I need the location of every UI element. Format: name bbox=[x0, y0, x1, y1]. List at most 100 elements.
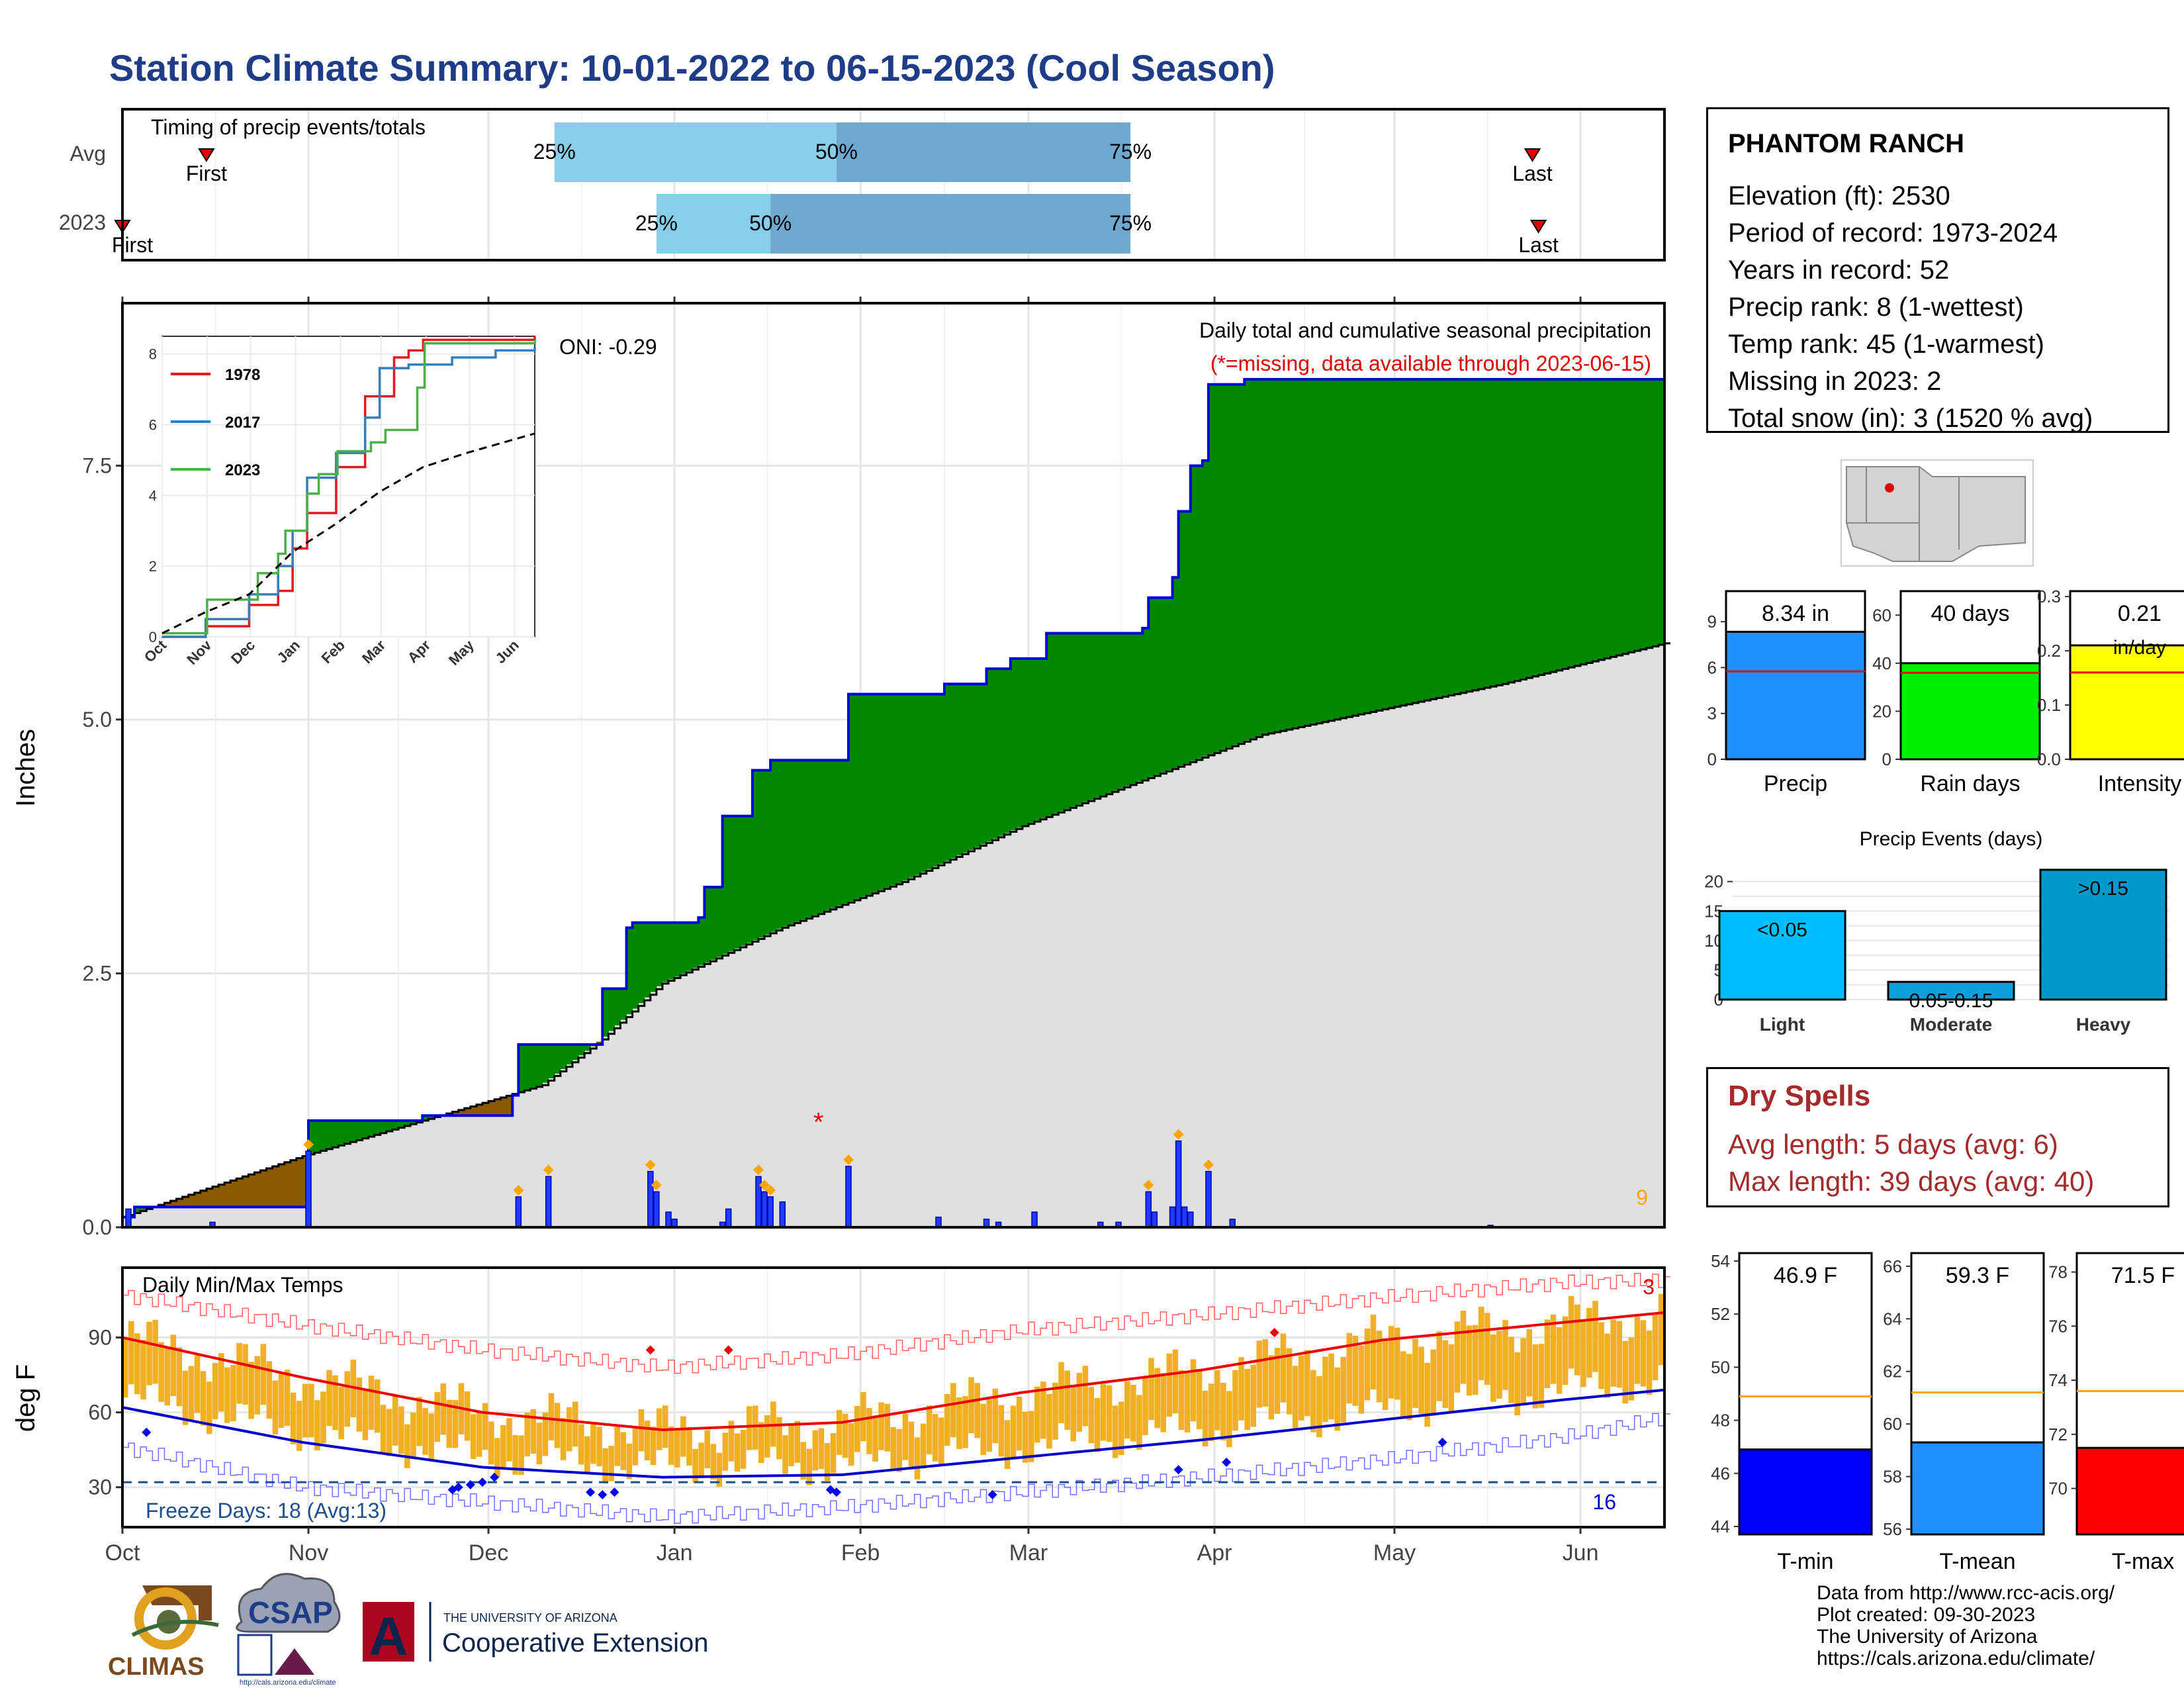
above-average-area bbox=[848, 694, 855, 902]
timing-pct-label: 75% bbox=[1109, 140, 1152, 164]
above-average-area bbox=[1346, 379, 1353, 717]
above-average-area bbox=[1070, 633, 1077, 807]
above-average-area bbox=[980, 684, 987, 845]
above-average-area bbox=[1418, 379, 1425, 702]
summary-bar-value-label: 0.21 bbox=[2118, 601, 2161, 626]
daily-temp-range-bar bbox=[308, 1383, 314, 1438]
above-average-area bbox=[1574, 379, 1581, 665]
above-average-area bbox=[1484, 379, 1491, 688]
summary-bar-tick-label: 60 bbox=[1872, 605, 1891, 625]
inset-ytick-label: 2 bbox=[149, 558, 157, 575]
record-low-marker bbox=[987, 1490, 997, 1499]
above-average-area bbox=[1520, 379, 1527, 679]
events-category-label: Light bbox=[1760, 1014, 1805, 1035]
above-average-area bbox=[380, 1120, 387, 1133]
above-average-area bbox=[326, 1120, 333, 1149]
daily-temp-range-bar bbox=[1016, 1396, 1023, 1451]
above-average-area bbox=[1622, 379, 1629, 653]
daily-temp-range-bar bbox=[1052, 1382, 1058, 1440]
above-average-area bbox=[518, 1044, 525, 1092]
inset-ytick-label: 4 bbox=[149, 487, 157, 504]
above-average-area bbox=[578, 1044, 585, 1056]
record-high-marker bbox=[645, 1345, 655, 1355]
daily-temp-range-bar bbox=[416, 1397, 422, 1446]
above-average-area bbox=[1160, 597, 1167, 773]
daily-temp-range-bar bbox=[188, 1366, 195, 1422]
heavy-event-marker bbox=[1143, 1180, 1154, 1191]
below-average-area bbox=[464, 1107, 471, 1116]
daily-temp-range-bar bbox=[434, 1391, 441, 1442]
daily-precip-bar bbox=[653, 1191, 660, 1228]
above-average-area bbox=[1382, 379, 1389, 709]
above-average-area bbox=[752, 770, 759, 941]
daily-temp-range-bar bbox=[1622, 1340, 1629, 1404]
above-average-area bbox=[1214, 384, 1221, 752]
above-average-area bbox=[554, 1044, 561, 1074]
above-average-area bbox=[842, 760, 849, 904]
above-average-area bbox=[1178, 511, 1185, 766]
above-average-area bbox=[1394, 379, 1401, 706]
station-elevation: Elevation (ft): 2530 bbox=[1728, 181, 1950, 211]
station-snow: Total snow (in): 3 (1520 % avg) bbox=[1728, 404, 2093, 433]
below-average-area bbox=[218, 1184, 225, 1207]
precip-ytick-label: 2.5 bbox=[83, 961, 112, 985]
record-low-marker bbox=[610, 1487, 619, 1497]
above-average-area bbox=[1220, 384, 1227, 750]
above-average-area bbox=[560, 1044, 567, 1070]
above-average-area bbox=[1436, 379, 1443, 698]
daily-temp-range-bar bbox=[998, 1405, 1005, 1457]
inset-ytick-label: 8 bbox=[149, 346, 157, 363]
daily-temp-range-bar bbox=[632, 1427, 639, 1466]
daily-temp-range-bar bbox=[1130, 1384, 1136, 1442]
daily-temp-range-bar bbox=[1586, 1307, 1592, 1378]
daily-temp-range-bar bbox=[986, 1399, 993, 1452]
daily-precip-bar bbox=[1181, 1206, 1188, 1228]
timing-pct-label: 75% bbox=[1109, 211, 1152, 235]
daily-temp-range-bar bbox=[1058, 1362, 1064, 1423]
below-average-area bbox=[176, 1197, 183, 1207]
station-name: PHANTOM RANCH bbox=[1728, 129, 1965, 158]
daily-temp-range-bar bbox=[488, 1421, 494, 1465]
timing-bar-q2 bbox=[656, 194, 771, 254]
daily-temp-range-bar bbox=[212, 1363, 218, 1420]
temp-bar-value-label: 71.5 F bbox=[2111, 1263, 2175, 1288]
daily-temp-range-bar bbox=[788, 1425, 794, 1466]
above-average-area bbox=[746, 816, 753, 943]
daily-temp-range-bar bbox=[818, 1428, 825, 1470]
above-average-area bbox=[836, 760, 843, 906]
above-average-area bbox=[1196, 465, 1203, 759]
above-average-area bbox=[818, 760, 825, 914]
above-average-area bbox=[1466, 379, 1473, 691]
month-label: Dec bbox=[469, 1540, 508, 1566]
summary-bar-tick-label: 0.3 bbox=[2037, 586, 2061, 606]
temp-bar-value-label: 59.3 F bbox=[1946, 1263, 2009, 1288]
temp-bar-tick-label: 64 bbox=[1883, 1309, 1902, 1329]
record-max-line bbox=[122, 1272, 1671, 1374]
precip-ytick-label: 5.0 bbox=[83, 708, 112, 731]
university-of-arizona-logo: A THE UNIVERSITY OF ARIZONA Cooperative … bbox=[363, 1602, 708, 1667]
credit-source: Data from http://www.rcc-acis.org/ bbox=[1817, 1582, 2115, 1604]
daily-temp-range-bar bbox=[1106, 1385, 1113, 1442]
dry-spells-avg: Avg length: 5 days (avg: 6) bbox=[1728, 1129, 2058, 1160]
precip-events-chart: Precip Events (days)05101520<0.05Light0.… bbox=[1704, 828, 2169, 1035]
daily-temp-range-bar bbox=[512, 1434, 518, 1475]
inset-ytick-label: 6 bbox=[149, 417, 157, 434]
above-average-area bbox=[134, 1207, 141, 1212]
timing-first-label: First bbox=[112, 233, 153, 257]
daily-temp-range-bar bbox=[1160, 1373, 1167, 1432]
below-average-area bbox=[488, 1100, 495, 1116]
daily-temp-range-bar bbox=[1310, 1370, 1316, 1432]
daily-temp-range-bar bbox=[368, 1376, 375, 1430]
above-average-area bbox=[680, 922, 687, 974]
timing-label: Timing of precip events/totals bbox=[151, 115, 426, 139]
daily-precip-bar bbox=[305, 1150, 312, 1228]
daily-temp-range-bar bbox=[278, 1372, 285, 1428]
daily-temp-range-bar bbox=[1286, 1348, 1293, 1415]
above-average-area bbox=[956, 684, 963, 856]
daily-temp-range-bar bbox=[272, 1380, 279, 1434]
above-average-area bbox=[1538, 379, 1545, 675]
climas-logo-text: CLIMAS bbox=[108, 1653, 205, 1681]
above-average-area bbox=[698, 917, 705, 966]
heavy-event-marker bbox=[303, 1139, 314, 1150]
daily-temp-range-bar bbox=[176, 1347, 183, 1407]
